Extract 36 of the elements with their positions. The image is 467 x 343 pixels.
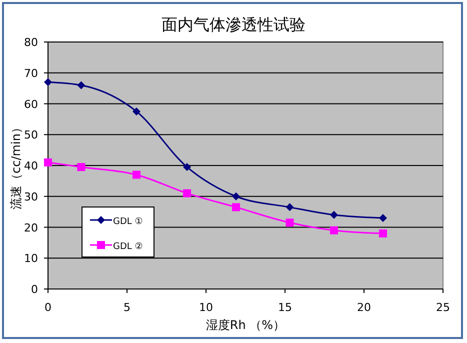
x-tick-label: 25 [436,301,450,314]
y-tick-label: 80 [24,36,38,49]
point [132,170,140,179]
x-axis-title: 湿度Rh （%） [206,318,286,332]
x-tick-label: 5 [124,301,130,314]
point [183,163,192,172]
x-tick-label: 10 [199,301,213,314]
x-tick-label: 15 [278,301,292,314]
x-tick-label: 0 [44,301,52,314]
y-axis-title: 流速（cc/min） [9,122,23,210]
y-tick-label: 10 [24,252,38,266]
y-tick-label: 60 [24,98,38,111]
legend-label: GDL ② [113,242,143,252]
point [132,107,140,116]
point [286,218,294,227]
y-tick-label: 30 [24,190,38,204]
x-tick-label: 20 [357,301,371,314]
point [330,210,338,219]
y-tick-label: 70 [24,66,38,80]
point [232,192,240,200]
point [183,189,192,198]
point [44,158,52,166]
point [77,81,86,90]
point [77,163,86,172]
point [232,203,240,212]
y-tick-label: 0 [31,283,38,296]
y-tick-label: 20 [24,221,38,234]
legend-label: GDL ① [113,217,143,227]
chart-title: 面内气体滲透性试验 [162,15,306,34]
y-tick-label: 40 [24,160,38,172]
point [378,214,387,222]
point [378,229,387,238]
point [44,78,52,86]
point [330,226,338,234]
y-tick-label: 50 [24,128,38,142]
point [286,203,294,212]
